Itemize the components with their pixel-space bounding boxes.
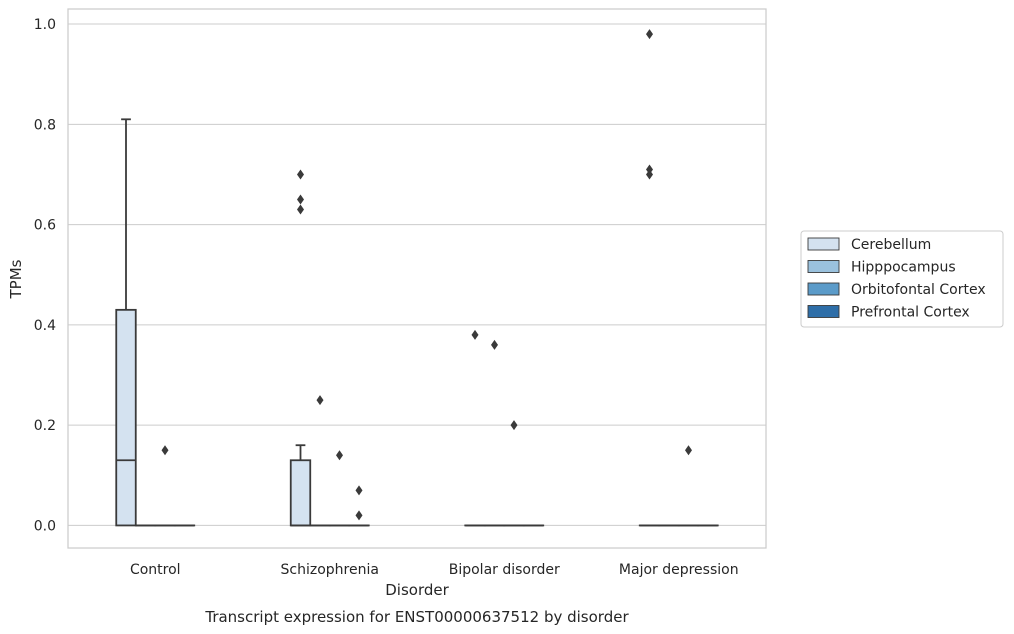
legend-label: Hipppocampus <box>851 260 956 276</box>
legend-swatch <box>807 260 840 273</box>
y-tick-label: 0.6 <box>34 218 56 234</box>
outlier-point <box>297 194 304 205</box>
x-tick-label: Control <box>130 562 181 578</box>
x-tick-label: Major depression <box>619 562 739 578</box>
legend-label: Orbitofontal Cortex <box>851 282 986 298</box>
outlier-point <box>491 339 498 350</box>
outlier-point <box>471 329 479 340</box>
outlier-point <box>355 510 363 521</box>
legend-swatch <box>807 282 840 296</box>
legend-label: Cerebellum <box>851 237 931 253</box>
y-tick-label: 1.0 <box>34 17 56 33</box>
box-group <box>348 485 370 527</box>
box <box>115 308 137 527</box>
box-group <box>677 445 700 527</box>
x-tick-labels: Control Schizophrenia Bipolar disorder Majo… <box>130 562 739 578</box>
x-axis-label: Disorder <box>385 581 449 599</box>
outlier-point <box>297 204 304 215</box>
x-tick-label: Schizophrenia <box>281 562 379 578</box>
outlier-point <box>685 445 692 456</box>
box <box>289 459 312 527</box>
outlier-point <box>510 420 518 431</box>
y-tick-label: 0.2 <box>34 418 56 434</box>
outlier-point <box>297 169 304 180</box>
outlier-point <box>646 29 653 40</box>
legend: Cerebellum Hipppocampus Orbitofontal Corte… <box>800 230 1004 328</box>
legend-label: Prefrontal Cortex <box>851 305 970 321</box>
outlier-point <box>336 450 343 461</box>
outlier-point <box>161 445 169 456</box>
y-tick-label: 0.0 <box>34 518 56 534</box>
outlier-point <box>646 169 653 180</box>
outlier-point <box>646 164 653 175</box>
legend-swatch <box>807 305 840 318</box>
plot-area <box>67 8 767 549</box>
x-tick-label: Bipolar disorder <box>449 562 560 578</box>
legend-swatch <box>807 237 840 251</box>
chart-caption: Transcript expression for ENST0000063751… <box>204 608 629 626</box>
outlier-point <box>355 485 363 496</box>
y-tick-label: 0.4 <box>34 318 56 334</box>
box-layer <box>115 29 719 527</box>
legend-frame <box>800 230 1004 328</box>
box-group <box>289 169 312 527</box>
box-group <box>115 118 137 527</box>
y-axis-label: TPMs <box>7 259 25 299</box>
y-tick-labels: 0.0 0.2 0.4 0.6 0.8 1.0 <box>34 17 56 534</box>
y-tick-label: 0.8 <box>34 117 56 133</box>
outlier-point <box>316 395 324 406</box>
